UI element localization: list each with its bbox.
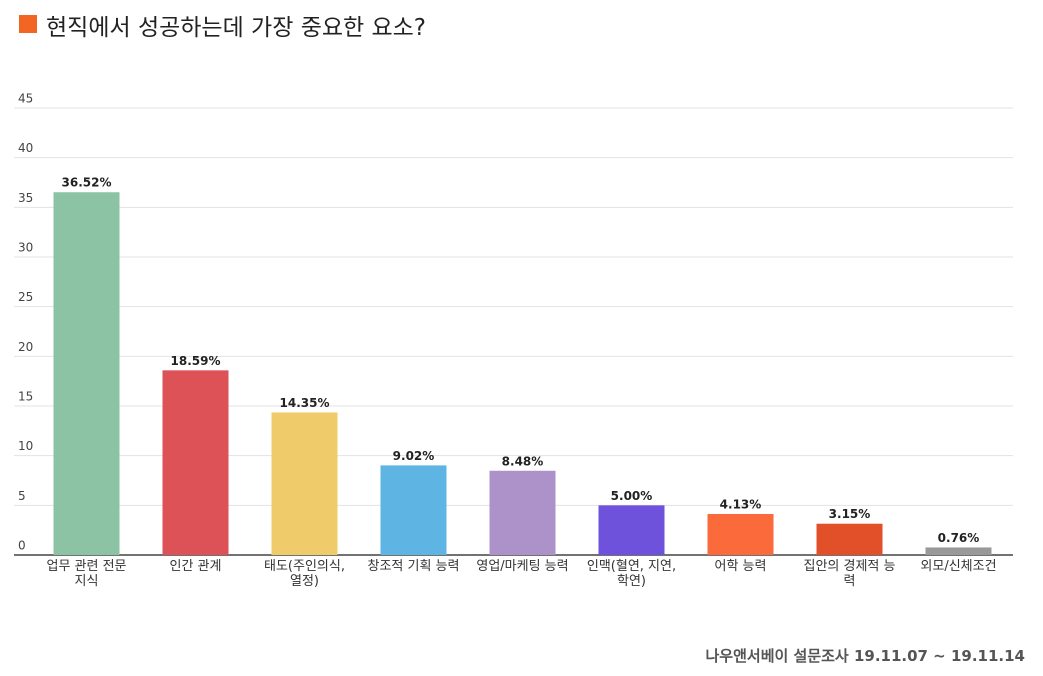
value-label: 4.13% (720, 497, 762, 511)
x-tick-label: 외모/신체조건 (920, 559, 997, 574)
value-label: 36.52% (62, 176, 112, 190)
x-tick-label: 집안의 경제적 능력 (803, 559, 896, 589)
bar (707, 513, 774, 555)
x-tick-label: 인맥(혈연, 지연, 학연) (586, 559, 677, 589)
bar (53, 192, 120, 555)
y-tick-label: 10 (18, 439, 33, 453)
value-label: 5.00% (611, 489, 653, 503)
value-label: 8.48% (502, 454, 544, 468)
bar (925, 547, 992, 555)
x-tick-label: 태도(주인의식, 열정) (264, 559, 345, 589)
value-label: 3.15% (829, 507, 871, 521)
y-tick-label: 15 (18, 390, 33, 404)
value-label: 9.02% (393, 449, 435, 463)
bar (271, 412, 338, 555)
value-label: 0.76% (938, 531, 980, 545)
y-tick-label: 20 (18, 340, 33, 354)
bar (489, 470, 556, 555)
x-tick-label: 어학 능력 (714, 559, 767, 574)
source-note: 나우앤서베이 설문조사 19.11.07 ~ 19.11.14 (705, 647, 1026, 665)
y-tick-label: 25 (18, 290, 33, 304)
bar (380, 465, 447, 555)
x-tick-label: 영업/마케팅 능력 (476, 559, 569, 574)
y-tick-label: 35 (18, 191, 33, 205)
y-tick-label: 40 (18, 141, 33, 155)
y-tick-label: 0 (18, 539, 26, 553)
value-label: 14.35% (280, 396, 330, 410)
y-tick-label: 5 (18, 489, 26, 503)
bar (162, 370, 229, 555)
x-tick-label: 인간 관계 (169, 559, 222, 574)
chart-title: 현직에서 성공하는데 가장 중요한 요소? (46, 15, 427, 41)
bar (598, 505, 665, 555)
value-label: 18.59% (171, 354, 221, 368)
x-tick-label: 창조적 기획 능력 (367, 559, 460, 574)
title-marker (19, 15, 37, 33)
x-tick-label: 업무 관련 전문 지식 (46, 559, 127, 589)
bar (816, 523, 883, 555)
y-tick-label: 45 (18, 92, 33, 106)
y-tick-label: 30 (18, 241, 33, 255)
